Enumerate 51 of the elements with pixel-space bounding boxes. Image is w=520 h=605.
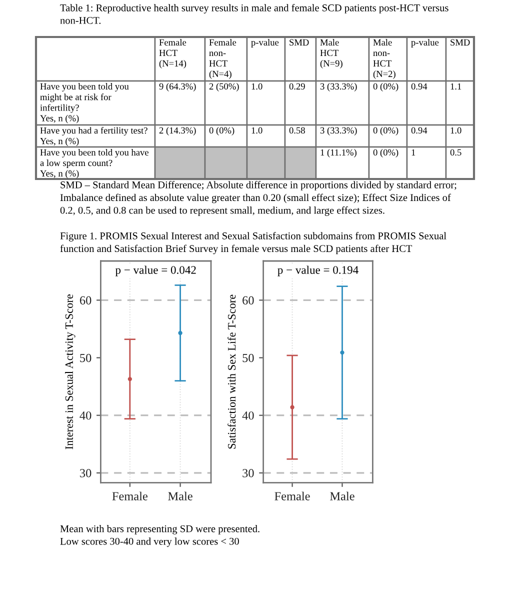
text: 1.0	[450, 127, 462, 134]
category-label: Have you had a fertility test? Yes, n (%)	[40, 127, 148, 146]
chart-title: p − value = 0.042	[115, 266, 196, 276]
text: Mean with bars representing SD were presented. Low scores 30-40 and very low scores < 30	[60, 525, 260, 547]
category-label: p-value	[411, 39, 439, 48]
x-tick-label: Male	[168, 492, 192, 500]
text: 1	[412, 149, 416, 156]
text: SMD – Standard Mean Difference; Absolute difference in proportions divided by standard error; Imbalance defined as absolute value greater than 0.20 (small effect size); Effect Size Indices of 0.2, 0.5, and 0.8 can be used to represent small, medium, and large effect sizes.	[60, 181, 456, 216]
category-label: SMD	[450, 39, 470, 46]
category-label: SMD	[290, 39, 309, 46]
y-tick-label: 50	[80, 354, 92, 362]
y-axis-title: Interest in Sexual Activity T-Score	[65, 294, 76, 450]
y-tick-label: 60	[242, 296, 254, 305]
text: 0 (0%)	[373, 149, 398, 158]
text: 2 (14.3%)	[159, 127, 196, 136]
text: 0 (0%)	[373, 83, 398, 92]
category-label: Male HCT (N=9)	[320, 39, 342, 68]
y-tick-label: 30	[242, 469, 254, 478]
category-label: Have you been told you have a low sperm count? Yes, n (%)	[40, 149, 148, 178]
x-tick-label: Female	[274, 492, 310, 500]
text: 0.94	[411, 83, 428, 90]
text: 1 (11.1%)	[320, 149, 356, 158]
x-tick-label: Male	[330, 492, 354, 500]
category-label: Female HCT (N=14)	[159, 39, 186, 68]
text: 1.0	[252, 127, 262, 134]
text: 3 (33.3%)	[320, 127, 357, 136]
y-axis-title: Satisfaction with Sex Life T-Score	[228, 294, 236, 449]
y-tick-label: 40	[242, 411, 254, 420]
text: Table 1: Reproductive health survey results in male and female SCD patients post-HCT versus non-HCT.	[60, 4, 448, 24]
text: 0.94	[411, 127, 428, 134]
text: 1.0	[252, 83, 262, 90]
y-tick-label: 50	[242, 354, 254, 362]
text: 2 (50%)	[209, 83, 239, 92]
text: 0 (0%)	[209, 127, 234, 136]
x-tick-label: Female	[112, 492, 148, 500]
text: 3 (33.3%)	[320, 83, 357, 92]
y-tick-label: 60	[80, 296, 92, 305]
category-label: p-value	[251, 39, 279, 48]
text: 0 (0%)	[373, 127, 398, 136]
y-tick-label: 40	[80, 411, 92, 420]
text: 0.5	[450, 149, 462, 156]
text: 0.29	[289, 83, 305, 90]
chart-title: p − value = 0.194	[278, 266, 358, 276]
caption: Figure 1. PROMIS Sexual Interest and Sexual Satisfaction subdomains from PROMIS Sexual function and Satisfaction Brief Survey in female versus male SCD patients after HCT	[60, 232, 446, 254]
category-label: Have you been told you might be at risk for infertility? Yes, n (%)	[40, 83, 129, 124]
y-tick-label: 30	[80, 469, 92, 478]
category-label: Male non- HCT (N=2)	[373, 39, 396, 79]
text: 0.58	[289, 127, 305, 134]
text: 1.1	[450, 83, 462, 90]
text: 9 (64.3%)	[159, 83, 196, 92]
category-label: Female non- HCT (N=4)	[209, 39, 236, 79]
